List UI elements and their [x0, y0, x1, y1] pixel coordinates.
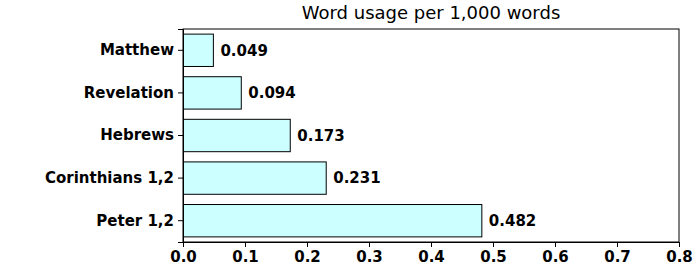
bar: [183, 119, 290, 151]
x-tick-label: 0.2: [294, 248, 321, 266]
data-label: 0.231: [333, 169, 380, 187]
y-tick-mark: [178, 135, 183, 136]
y-tick-label: Matthew: [100, 41, 174, 59]
x-tick-label: 0.1: [232, 248, 259, 266]
x-tick-label: 0.5: [480, 248, 507, 266]
y-tick-label: Revelation: [84, 84, 174, 102]
y-tick: Matthew: [100, 41, 183, 59]
y-tick: Corinthians 1,2: [45, 169, 183, 187]
x-tick: 0.6: [542, 242, 569, 266]
x-tick-mark: [245, 242, 246, 247]
x-tick: 0.0: [170, 242, 197, 266]
x-axis: 0.0 0.1 0.2 0.3 0.4 0.5 0.6 0.7 0.8: [170, 242, 693, 266]
y-tick-label: Corinthians 1,2: [45, 169, 174, 187]
title: Word usage per 1,000 words: [302, 2, 561, 23]
bar: [183, 162, 326, 194]
y-tick-label: Hebrews: [100, 126, 174, 144]
x-tick-mark: [493, 242, 494, 247]
x-tick: 0.7: [604, 242, 631, 266]
x-tick-label: 0.6: [542, 248, 569, 266]
bar: [183, 205, 482, 237]
data-label: 0.049: [220, 42, 267, 60]
y-axis-line: [178, 30, 184, 243]
x-tick-mark: [431, 242, 432, 247]
plot: 0.0 0.1 0.2 0.3 0.4 0.5 0.6 0.7 0.8 Matthew Revela…: [45, 29, 693, 266]
x-tick: 0.1: [232, 242, 259, 266]
x-tick-label: 0.4: [418, 248, 445, 266]
y-tick: Hebrews: [100, 126, 183, 144]
bar: [183, 77, 241, 109]
bars: [183, 34, 482, 237]
bar: [183, 34, 213, 66]
data-label: 0.173: [297, 127, 344, 145]
y-tick-mark: [178, 50, 183, 51]
y-tick: Revelation: [84, 84, 183, 102]
x-tick-mark: [307, 242, 308, 247]
y-axis: Matthew Revelation Hebrews Corinthians 1,2 P…: [45, 30, 184, 243]
chart: 0.0 0.1 0.2 0.3 0.4 0.5 0.6 0.7 0.8 Matthew Revela…: [0, 0, 696, 271]
data-labels: 0.049 0.094 0.173 0.231 0.482: [220, 42, 536, 230]
y-tick-mark: [178, 92, 183, 93]
y-tick-label: Peter 1,2: [96, 212, 174, 230]
data-label: 0.482: [489, 212, 536, 230]
y-tick: Peter 1,2: [96, 212, 183, 230]
x-tick: 0.5: [480, 242, 507, 266]
data-label: 0.094: [248, 84, 295, 102]
x-tick-label: 0.8: [666, 248, 693, 266]
x-tick-label: 0.0: [170, 248, 197, 266]
x-tick-label: 0.3: [356, 248, 383, 266]
x-tick: 0.2: [294, 242, 321, 266]
x-tick-mark: [617, 242, 618, 247]
x-tick-mark: [369, 242, 370, 247]
x-tick: 0.4: [418, 242, 445, 266]
x-tick: 0.3: [356, 242, 383, 266]
plot-frame: [183, 29, 679, 242]
y-tick-mark: [178, 220, 183, 221]
x-tick-mark: [555, 242, 556, 247]
x-tick: 0.8: [666, 242, 693, 266]
x-axis-line: [184, 243, 680, 248]
y-tick-mark: [178, 178, 183, 179]
x-tick-mark: [679, 242, 680, 247]
x-tick-label: 0.7: [604, 248, 631, 266]
